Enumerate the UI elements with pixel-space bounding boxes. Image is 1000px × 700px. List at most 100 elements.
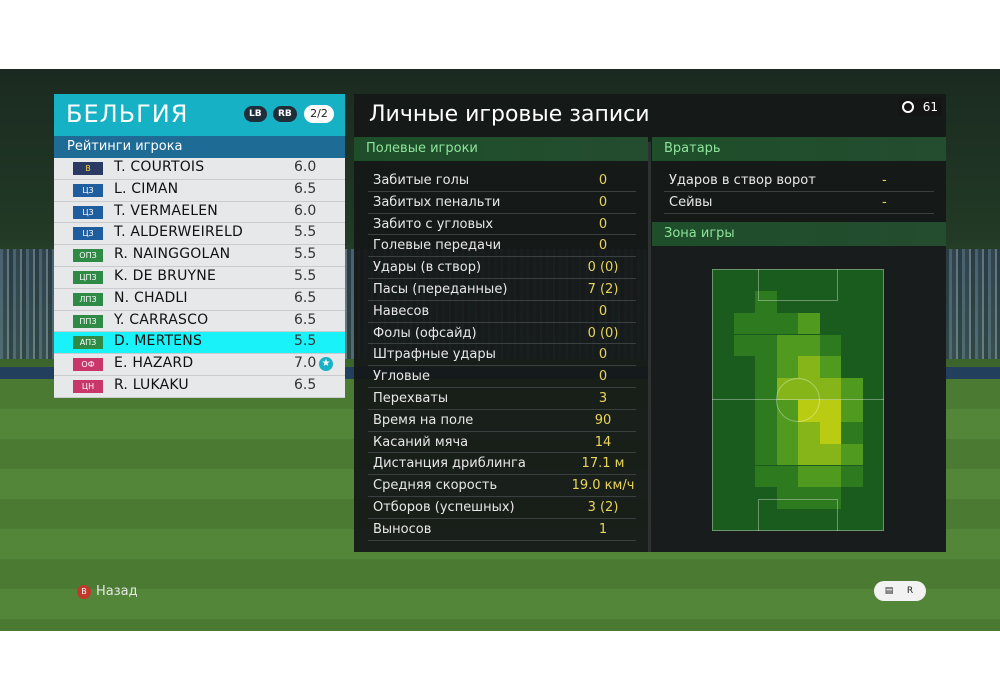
stat-value: 0	[598, 216, 608, 232]
heatmap-cell	[733, 509, 755, 531]
heatmap-cell	[712, 465, 734, 488]
stat-row: Забито с угловых 0	[368, 214, 636, 236]
stat-label: Дистанция дриблинга	[373, 456, 526, 472]
heatmap-cell	[733, 487, 755, 510]
gk-stat-row: Ударов в створ ворот -	[664, 170, 934, 192]
rs-button-icon[interactable]: R	[906, 586, 914, 596]
heatmap-cell	[776, 334, 798, 357]
stat-label: Касаний мяча	[373, 434, 469, 450]
heatmap-cell	[733, 443, 755, 466]
chat-icon[interactable]: ▤	[884, 586, 894, 596]
stat-label: Угловые	[373, 369, 430, 385]
heatmap-cell	[798, 356, 820, 379]
heatmap-cell	[819, 269, 841, 291]
player-row[interactable]: В T. COURTOIS 6.0	[54, 158, 345, 180]
stat-value: 0	[598, 347, 608, 363]
position-badge: В	[73, 162, 103, 175]
back-action[interactable]: B Назад	[77, 584, 138, 599]
heatmap-cell	[841, 400, 863, 422]
player-rating: 5.5	[294, 333, 317, 350]
heatmap-cell	[819, 421, 841, 444]
player-row[interactable]: ЛПЗ N. CHADLI 6.5	[54, 288, 345, 311]
game-screen: БЕЛЬГИЯ LB RB 2/2 Рейтинги игрока В T. CO…	[0, 69, 1000, 631]
position-badge: АПЗ	[73, 336, 103, 350]
player-row[interactable]: ЦЗ T. ALDERWEIRELD 5.5	[54, 223, 345, 246]
stat-value: 0	[598, 173, 608, 188]
player-rating: 6.5	[294, 311, 317, 328]
heatmap-cell	[819, 290, 841, 313]
heatmap-cell	[841, 487, 863, 510]
heatmap-cell	[712, 312, 734, 335]
heatmap-cell	[862, 334, 884, 357]
player-row[interactable]: ЦЗ L. CIMAN 6.5	[54, 179, 345, 202]
player-rating: 5.5	[294, 267, 317, 284]
heatmap-cell	[819, 312, 841, 335]
zone-header: Зона игры	[652, 222, 946, 246]
heatmap-cell	[755, 421, 777, 444]
stat-value: 0 (0)	[587, 325, 619, 341]
player-row[interactable]: ППЗ Y. CARRASCO 6.5	[54, 310, 345, 333]
player-name: T. COURTOIS	[114, 159, 205, 175]
field-players-header: Полевые игроки	[354, 137, 648, 161]
lb-button[interactable]: LB	[244, 106, 267, 122]
stat-label: Забитые голы	[373, 173, 470, 188]
heatmap-cell	[798, 290, 820, 313]
stat-row: Пасы (переданные) 7 (2)	[368, 279, 636, 301]
heatmap-cell	[798, 443, 820, 466]
heatmap-cell	[841, 378, 863, 400]
heatmap-cell	[755, 334, 777, 357]
player-row[interactable]: ЦПЗ K. DE BRUYNE 5.5	[54, 266, 345, 289]
player-row[interactable]: ЦН R. LUKAKU 6.5	[54, 375, 345, 398]
rb-button[interactable]: RB	[273, 106, 297, 122]
stat-row: Забитые голы 0	[368, 170, 636, 192]
back-label: Назад	[96, 584, 138, 599]
heatmap-cell	[862, 443, 884, 466]
stat-row: Касаний мяча 14	[368, 432, 636, 454]
stat-label: Забитых пенальти	[373, 194, 501, 210]
heatmap-cell	[733, 334, 755, 357]
stat-row: Удары (в створ) 0 (0)	[368, 257, 636, 279]
stat-value: 0 (0)	[587, 260, 619, 276]
player-name: T. VERMAELEN	[114, 202, 218, 219]
heatmap-cell	[798, 334, 820, 357]
player-name: R. NAINGGOLAN	[114, 246, 231, 263]
pitch-outline	[712, 269, 884, 531]
heatmap-cell	[841, 356, 863, 379]
heatmap-cell	[755, 378, 777, 400]
team-header: БЕЛЬГИЯ LB RB 2/2	[54, 94, 345, 136]
stat-row: Средняя скорость 19.0 км/ч	[368, 475, 636, 497]
player-row[interactable]: ОПЗ R. NAINGGOLAN 5.5	[54, 245, 345, 267]
heatmap-cell	[841, 465, 863, 488]
goalkeeper-header: Вратарь	[652, 137, 946, 161]
player-list: В T. COURTOIS 6.0 ЦЗ L. CIMAN 6.5 ЦЗ T. VERMAEL…	[54, 158, 345, 398]
heatmap-cell	[755, 290, 777, 313]
player-row[interactable]: ОФ E. HAZARD 7.0 ★	[54, 354, 345, 376]
player-rating: 6.5	[294, 180, 317, 197]
stat-row: Голевые передачи 0	[368, 235, 636, 258]
stat-label: Средняя скорость	[373, 478, 498, 494]
heatmap-cell	[712, 378, 734, 400]
heatmap-cell	[755, 465, 777, 488]
heatmap-cell	[862, 290, 884, 313]
position-badge: ЦПЗ	[73, 270, 103, 284]
heatmap-cell	[841, 269, 863, 291]
heatmap-cell	[776, 312, 798, 335]
stat-value: 14	[594, 434, 612, 450]
stat-label: Пасы (переданные)	[373, 281, 508, 297]
player-row[interactable]: ЦЗ T. VERMAELEN 6.0	[54, 201, 345, 224]
player-rating: 6.0	[294, 159, 317, 175]
stats-title: Личные игровые записи	[369, 102, 650, 127]
team-name: БЕЛЬГИЯ	[66, 100, 189, 128]
player-row[interactable]: АПЗ D. MERTENS 5.5	[54, 332, 345, 355]
heatmap-cell	[733, 378, 755, 400]
stat-value: 0	[598, 238, 608, 254]
heatmap-cell	[776, 509, 798, 531]
heatmap-cell	[841, 334, 863, 357]
stat-row: Перехваты 3	[368, 388, 636, 410]
top-penalty-box	[758, 269, 838, 301]
player-rating: 5.5	[294, 246, 317, 263]
stat-value: 0	[598, 303, 608, 319]
heatmap-cell	[819, 487, 841, 510]
position-badge: ППЗ	[73, 314, 103, 328]
stat-value: 0	[598, 194, 608, 210]
